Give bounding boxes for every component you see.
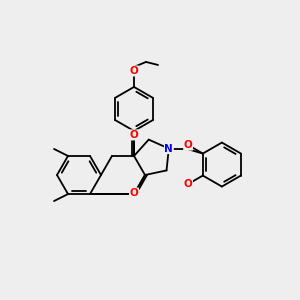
Text: O: O: [130, 130, 138, 140]
Text: O: O: [184, 140, 193, 150]
Text: O: O: [130, 188, 138, 198]
Text: O: O: [184, 179, 193, 189]
Text: O: O: [130, 66, 138, 76]
Text: N: N: [164, 143, 173, 154]
Text: O: O: [130, 189, 138, 199]
